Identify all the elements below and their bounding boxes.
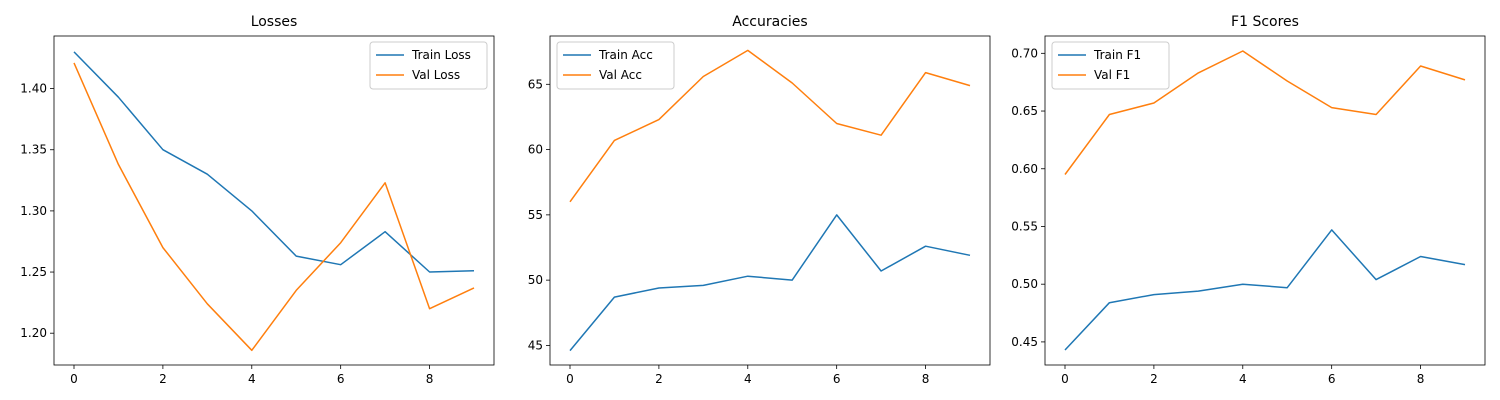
legend-box — [1051, 41, 1170, 90]
legend: Train Acc Val Acc — [556, 41, 675, 90]
x-tick-label: 6 — [833, 372, 841, 386]
x-tick-label: 6 — [337, 372, 345, 386]
x-tick-label: 0 — [1061, 372, 1069, 386]
legend-label: Val Loss — [412, 68, 460, 82]
x-tick-label: 2 — [655, 372, 663, 386]
x-tick-label: 0 — [70, 372, 78, 386]
y-tick-label: 65 — [528, 77, 543, 91]
x-tick-label: 8 — [1417, 372, 1425, 386]
legend-box — [556, 41, 675, 90]
legend-label: Train F1 — [1093, 48, 1141, 62]
chart-title: Accuracies — [732, 14, 807, 30]
x-tick-label: 4 — [1239, 372, 1247, 386]
legend-label: Train Loss — [411, 48, 471, 62]
series-line-val-acc — [569, 49, 971, 203]
y-tick-label: 60 — [528, 143, 543, 157]
series-line-val-loss — [73, 62, 475, 352]
series-line-train-acc — [569, 214, 971, 352]
y-tick-label: 1.20 — [20, 326, 47, 340]
legend: Train Loss Val Loss — [369, 41, 488, 90]
legend-label: Train Acc — [598, 48, 653, 62]
chart-title: F1 Scores — [1231, 14, 1299, 30]
chart-panel-0: Losses 0 2 4 6 8 1.20 1.25 1.30 1.35 1.40 Train Los… — [20, 14, 495, 386]
chart-panel-2: F1 Scores 0 2 4 6 8 0.45 0.50 0.55 0.60 0.65 0.70 Tr… — [1011, 14, 1486, 386]
y-tick-label: 50 — [528, 273, 543, 287]
y-tick-label: 1.40 — [20, 82, 47, 96]
series-line-val-f1 — [1064, 50, 1466, 175]
legend-box — [369, 41, 488, 90]
y-tick-label: 0.60 — [1011, 162, 1038, 176]
x-tick-label: 6 — [1328, 372, 1336, 386]
y-tick-label: 0.50 — [1011, 277, 1038, 291]
x-tick-label: 8 — [922, 372, 930, 386]
series-line-train-loss — [73, 51, 475, 273]
axes-frame — [549, 35, 991, 366]
x-tick-label: 4 — [744, 372, 752, 386]
chart-title: Losses — [251, 14, 298, 30]
y-tick-label: 0.65 — [1011, 104, 1038, 118]
y-tick-label: 0.55 — [1011, 219, 1038, 233]
series-line-train-f1 — [1064, 229, 1466, 351]
x-tick-label: 8 — [426, 372, 434, 386]
y-tick-label: 55 — [528, 208, 543, 222]
y-tick-label: 45 — [528, 338, 543, 352]
y-tick-label: 0.45 — [1011, 335, 1038, 349]
chart-panel-1: Accuracies 0 2 4 6 8 45 50 55 60 65 Train Acc Val Ac… — [528, 14, 991, 386]
x-tick-label: 2 — [159, 372, 167, 386]
x-tick-label: 4 — [248, 372, 256, 386]
legend: Train F1 Val F1 — [1051, 41, 1170, 90]
legend-label: Val Acc — [599, 68, 642, 82]
axes-frame — [1044, 35, 1486, 366]
y-tick-label: 1.30 — [20, 204, 47, 218]
y-tick-label: 0.70 — [1011, 46, 1038, 60]
legend-label: Val F1 — [1094, 68, 1130, 82]
y-tick-label: 1.25 — [20, 265, 47, 279]
axes-frame — [53, 35, 495, 366]
x-tick-label: 0 — [566, 372, 574, 386]
y-tick-label: 1.35 — [20, 143, 47, 157]
x-tick-label: 2 — [1150, 372, 1158, 386]
